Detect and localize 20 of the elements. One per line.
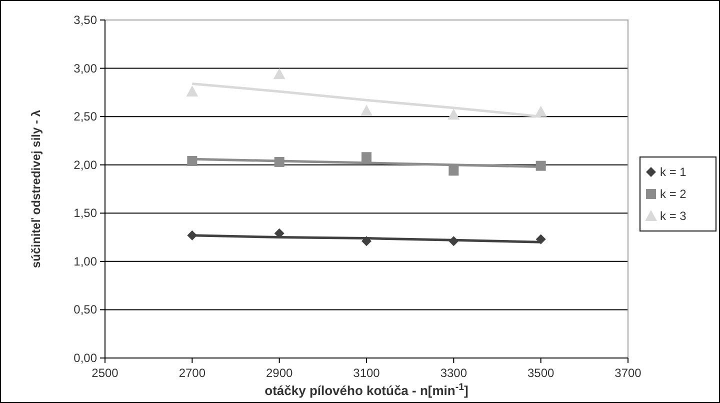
y-tick-label: 0,00 bbox=[74, 351, 98, 365]
y-tick-label: 3,00 bbox=[74, 61, 98, 76]
x-tick-label: 3100 bbox=[353, 366, 380, 380]
y-tick-label: 2,50 bbox=[74, 110, 98, 124]
x-tick-label: 2900 bbox=[266, 366, 294, 380]
y-tick-label: 1,50 bbox=[74, 206, 98, 220]
y-tick-label: 0,50 bbox=[74, 302, 98, 317]
x-tick-label: 2700 bbox=[178, 366, 206, 380]
legend-label: k = 3 bbox=[660, 209, 687, 223]
x-tick-label: 2500 bbox=[92, 366, 119, 380]
x-tick-label: 3500 bbox=[527, 366, 555, 380]
y-tick-label: 2,00 bbox=[74, 158, 98, 172]
legend-label: k = 2 bbox=[660, 187, 687, 201]
y-axis-title: súčiniteľ odstredivej sily - λ bbox=[29, 110, 43, 268]
legend-label: k = 1 bbox=[660, 165, 687, 179]
x-tick-label: 3300 bbox=[440, 366, 468, 380]
y-tick-label: 3,50 bbox=[74, 13, 98, 27]
x-tick-label: 3700 bbox=[614, 366, 642, 380]
x-axis-title: otáčky pílového kotúča - n[min$^{-1}$] bbox=[264, 382, 468, 398]
y-tick-label: 1,00 bbox=[74, 254, 98, 268]
